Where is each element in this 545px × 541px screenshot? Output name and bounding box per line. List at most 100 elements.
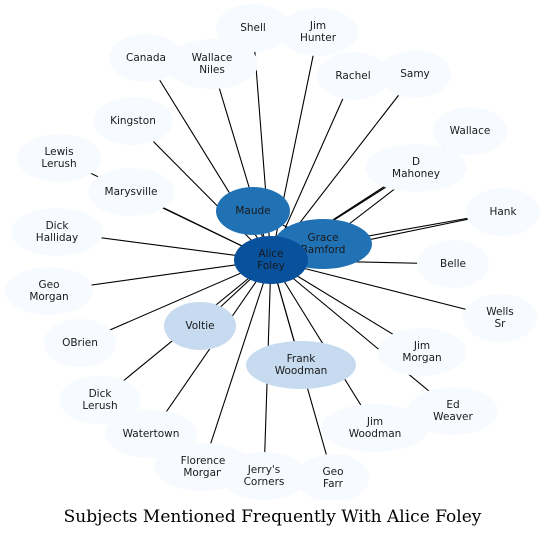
node-shape-samy [379,50,451,98]
node-shape-wallace-niles [166,39,258,89]
node-shape-dick-lerush [59,376,141,424]
node-obrien: OBrien [44,319,116,367]
node-shape-obrien [44,319,116,367]
node-label-d-mahoney: Mahoney [392,168,440,180]
node-label-jim-morgan: Jim [413,340,430,352]
node-label-shell: Shell [240,22,266,34]
node-label-jim-morgan: Morgan [402,352,441,364]
node-label-maude: Maude [235,205,270,217]
edge-alice-obrien [79,259,272,344]
node-label-marysville: Marysville [105,186,158,198]
node-label-d-mahoney: D [412,156,420,168]
node-wallace: Wallace [433,107,507,155]
node-shape-canada [109,34,183,82]
node-marysville: Marysville [88,168,174,216]
node-shape-jim-morgan [378,328,466,376]
node-label-wells-sr: Wells [486,306,514,318]
node-shape-ed-weaver [408,387,498,435]
node-label-voltie: Voltie [185,320,214,332]
node-shape-kingston [93,97,173,145]
node-label-dick-halliday: Halliday [36,232,78,244]
node-label-geo-morgan: Morgan [29,291,68,303]
node-shape-wallace [433,107,507,155]
node-label-wells-sr: Sr [495,318,507,330]
node-shape-alice [234,236,308,284]
node-label-jim-woodman: Woodman [349,428,402,440]
node-shape-hank [466,188,540,236]
node-label-rachel: Rachel [335,70,370,82]
node-label-dick-lerush: Lerush [82,400,117,412]
edge-alice-ed-weaver [270,259,454,412]
node-label-kingston: Kingston [110,115,156,127]
node-label-lewis-lerush: Lerush [41,158,76,170]
node-label-jim-hunter: Jim [309,20,326,32]
node-label-frank-woodman: Woodman [275,365,328,377]
node-shape-jim-hunter [278,8,358,56]
node-label-alice: Alice [258,248,283,260]
node-label-canada: Canada [126,52,166,64]
node-shape-d-mahoney [365,144,467,192]
node-shape-watertown [105,410,197,458]
node-label-belle: Belle [440,258,466,270]
node-voltie: Voltie [164,302,236,350]
node-shape-wells-sr [463,294,537,342]
node-shape-geo-morgan [5,267,93,315]
node-shape-shell [216,4,290,52]
node-shape-lewis-lerush [17,134,101,182]
node-label-florence-morgan: Florence [181,455,226,467]
node-label-florence-morgan: Morgan [183,467,222,479]
node-belle: Belle [417,240,489,288]
node-maude: Maude [216,187,290,235]
node-label-watertown: Watertown [123,428,180,440]
node-shape-voltie [164,302,236,350]
node-shape-dick-halliday [11,208,103,256]
node-label-geo-farr: Farr [323,478,344,490]
node-label-jim-hunter: Hunter [300,32,337,44]
node-rachel: Rachel [317,52,389,100]
node-shape-belle [417,240,489,288]
node-kingston: Kingston [93,97,173,145]
node-shape-geo-farr [297,454,369,500]
node-label-ed-weaver: Ed [446,399,459,411]
node-label-dick-halliday: Dick [46,220,70,232]
node-samy: Samy [379,50,451,98]
node-label-ed-weaver: Weaver [433,411,473,423]
node-shape-maude [216,187,290,235]
node-label-jerrys-corners: Corners [244,476,285,488]
node-label-grace-bamford: Grace [307,232,338,244]
node-shape-jim-woodman [321,404,429,452]
edge-alice-florence-morgan [202,259,272,468]
node-label-frank-woodman: Frank [287,353,317,365]
node-label-grace-bamford: Bamford [301,244,346,256]
node-label-dick-lerush: Dick [89,388,113,400]
node-shell: Shell [216,4,290,52]
node-label-obrien: OBrien [62,337,98,349]
node-label-hank: Hank [489,206,517,218]
node-label-alice: Foley [257,260,285,272]
edge-alice-wells-sr [270,259,501,319]
node-shape-marysville [88,168,174,216]
node-label-lewis-lerush: Lewis [44,146,73,158]
edge-alice-kingston [132,120,272,261]
node-shape-rachel [317,52,389,100]
node-label-geo-farr: Geo [322,466,343,478]
node-label-jerrys-corners: Jerry's [247,464,281,476]
node-label-samy: Samy [400,68,430,80]
node-watertown: Watertown [105,410,197,458]
